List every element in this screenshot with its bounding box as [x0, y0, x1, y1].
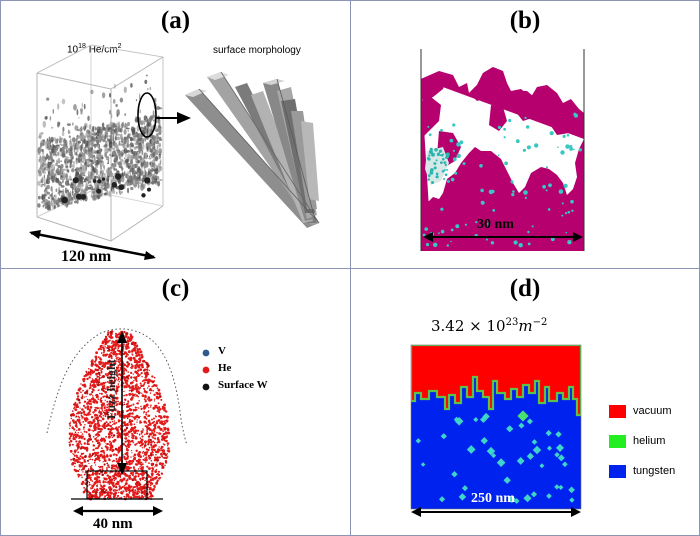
panel-b-label: (b)	[509, 7, 541, 34]
fluence-label-d: 3.42 × 1023m−2	[431, 317, 548, 335]
panel-c: (c) Fuzz height V He Surface W 40 nm	[0, 268, 351, 536]
panel-a: (a) 1018 He/cm2 surface morphology	[0, 0, 351, 269]
fluence-label: 1018 He/cm2	[67, 43, 122, 56]
legend-label-helium: helium	[633, 435, 666, 447]
legend-dot-surface-w	[202, 383, 210, 391]
zoom-arrowhead	[177, 112, 191, 124]
legend-label-v: V	[218, 345, 226, 357]
panel-c-label: (c)	[161, 275, 190, 302]
legend-swatch-vacuum	[609, 405, 626, 418]
surface-w-outline	[46, 328, 188, 446]
panel-d: (d) 3.42 × 1023m−2 vacuum helium tungste…	[350, 268, 700, 536]
panel-d-label: (d)	[509, 275, 541, 302]
md-snapshot	[420, 49, 585, 251]
height-label: Fuzz height	[104, 359, 118, 419]
scale-label-a: 120 nm	[61, 248, 112, 265]
legend-label-tungsten: tungsten	[633, 465, 676, 477]
surface-morphology-render	[185, 71, 320, 228]
highlight-ellipse	[137, 92, 157, 138]
legend-swatch-helium	[609, 435, 626, 448]
phase-field-map	[410, 344, 626, 517]
legend-label-surface-w: Surface W	[218, 379, 268, 391]
scale-bar-a	[30, 231, 155, 259]
helium-clusters	[422, 112, 582, 248]
scale-label-d: 250 nm	[471, 491, 515, 506]
panel-a-label: (a)	[160, 7, 191, 34]
legend-label-vacuum: vacuum	[633, 405, 672, 417]
helium-distribution	[68, 330, 171, 501]
simulation-box-illustration	[29, 44, 320, 260]
inset-title: surface morphology	[213, 45, 301, 56]
legend-swatch-tungsten	[609, 465, 626, 478]
scale-label-b: 30 nm	[477, 217, 514, 232]
legend-dot-v	[202, 349, 210, 357]
fuzz-structure	[46, 328, 210, 516]
legend-dot-he	[202, 366, 210, 374]
scale-label-c: 40 nm	[93, 516, 133, 532]
legend-label-he: He	[218, 362, 232, 374]
bubble-cloud	[37, 74, 163, 211]
panel-b: (b)	[350, 0, 700, 269]
